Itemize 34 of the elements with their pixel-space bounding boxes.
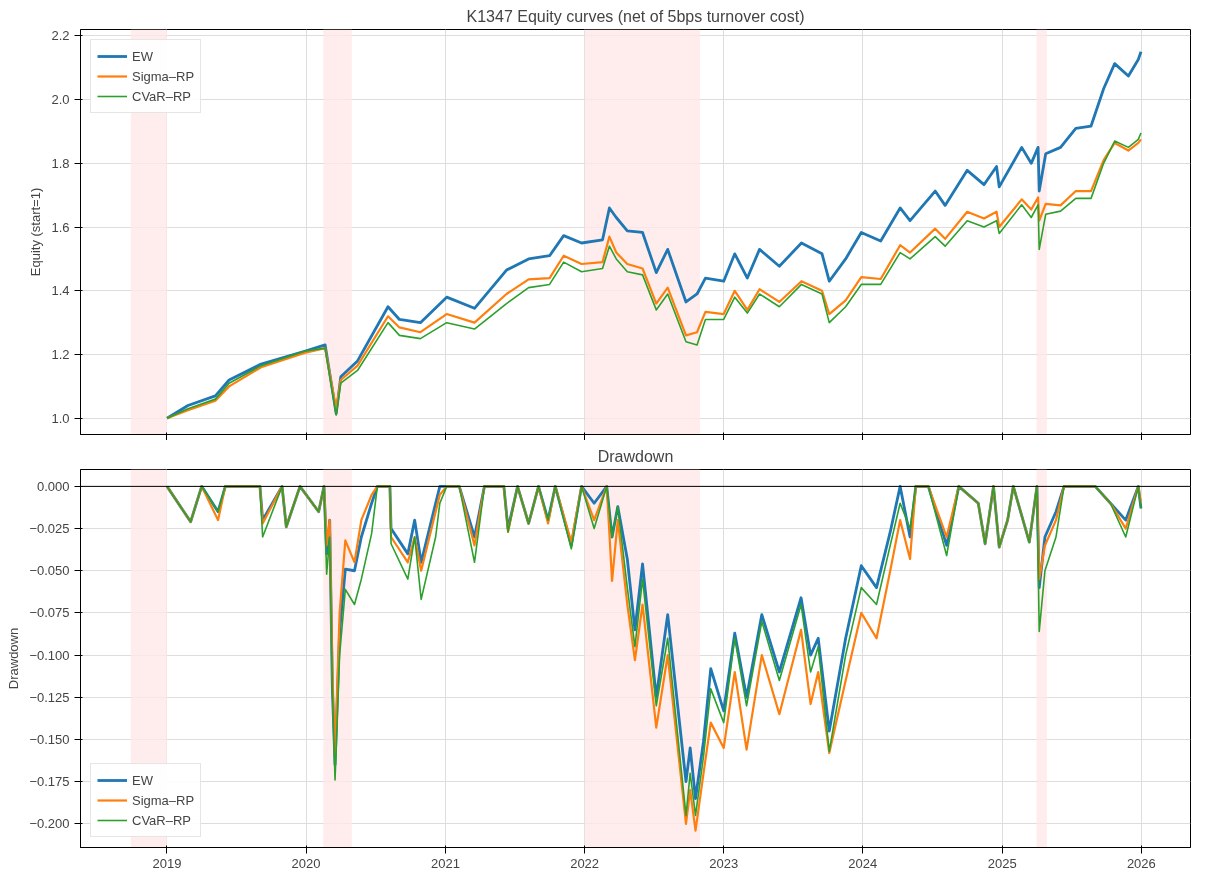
y-axis-title: Equity (start=1) bbox=[28, 187, 44, 277]
y-tick-label: −0.175 bbox=[29, 774, 70, 790]
y-tick-label: 1.4 bbox=[51, 283, 70, 299]
chart-title: Drawdown bbox=[597, 447, 674, 465]
y-tick-label: 1.6 bbox=[51, 219, 70, 235]
y-tick-label: −0.025 bbox=[29, 521, 70, 537]
legend-label: EW bbox=[132, 48, 153, 64]
x-tick-label: 2022 bbox=[570, 855, 600, 871]
x-tick-label: 2021 bbox=[431, 855, 461, 871]
y-tick-label: 1.0 bbox=[51, 410, 70, 426]
y-axis-title: Drawdown bbox=[6, 627, 22, 690]
y-tick-label: −0.150 bbox=[29, 732, 70, 747]
y-tick-label: −0.050 bbox=[29, 563, 70, 579]
y-tick-label: 1.8 bbox=[51, 155, 70, 171]
legend-label: EW bbox=[132, 772, 153, 788]
chart-title: K1347 Equity curves (net of 5bps turnover cost) bbox=[466, 7, 805, 25]
x-tick-label: 2026 bbox=[1126, 855, 1156, 871]
x-tick-label: 2020 bbox=[291, 855, 321, 871]
x-tick-label: 2019 bbox=[152, 855, 182, 871]
legend-label: CVaR–RP bbox=[132, 812, 192, 828]
x-tick-label: 2024 bbox=[848, 855, 878, 871]
x-tick-label: 2025 bbox=[987, 855, 1017, 871]
y-tick-label: −0.100 bbox=[29, 647, 70, 663]
y-tick-label: 2.2 bbox=[51, 28, 70, 44]
legend-label: Sigma–RP bbox=[132, 792, 195, 808]
y-tick-label: −0.200 bbox=[29, 816, 70, 832]
x-tick-label: 2023 bbox=[709, 855, 739, 871]
legend-label: CVaR–RP bbox=[132, 88, 192, 104]
y-tick-label: 0.000 bbox=[36, 478, 70, 494]
legend-label: Sigma–RP bbox=[132, 68, 195, 84]
y-tick-label: 1.2 bbox=[51, 347, 70, 363]
y-tick-label: 2.0 bbox=[51, 92, 70, 108]
y-tick-label: −0.075 bbox=[29, 605, 70, 621]
y-tick-label: −0.125 bbox=[29, 689, 70, 705]
